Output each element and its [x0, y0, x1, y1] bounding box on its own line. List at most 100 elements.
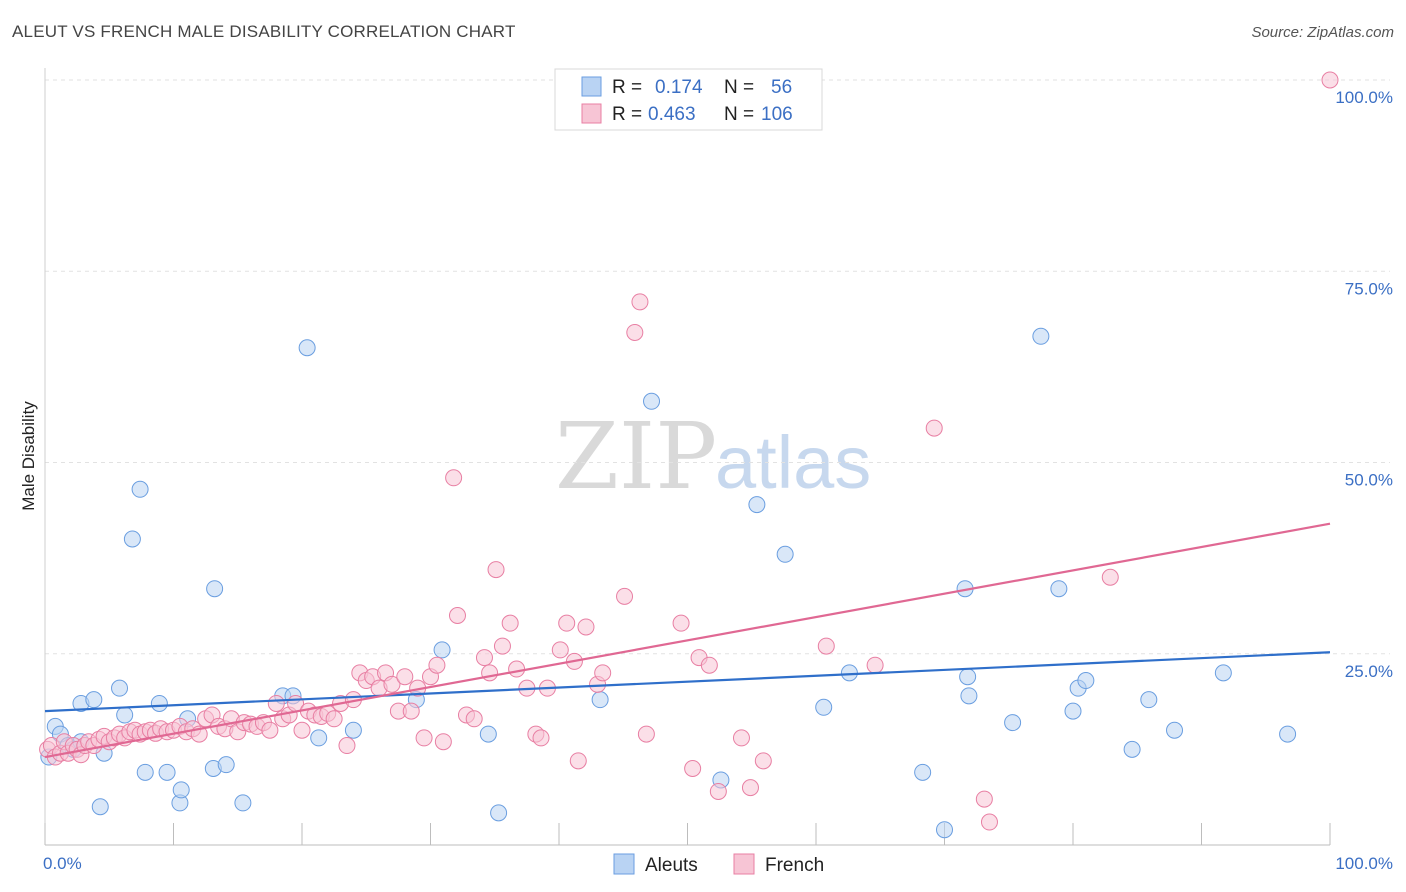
data-point-french: [741, 779, 759, 797]
data-point-french: [261, 721, 279, 739]
trend-line-french: [44, 522, 1331, 759]
data-point-french: [558, 614, 576, 632]
data-point-aleuts: [840, 664, 858, 682]
legend-bottom-label-french: French: [765, 855, 824, 876]
data-point-french: [700, 656, 718, 674]
data-point-aleuts: [936, 821, 953, 839]
data-point-french: [866, 656, 884, 674]
data-point-aleuts: [776, 545, 794, 563]
data-point-aleuts: [310, 729, 328, 747]
legend-r-value-french: 0.463: [648, 104, 696, 125]
data-point-french: [532, 729, 550, 747]
y-tick-labels: 25.0% 50.0% 75.0% 100.0%: [1335, 88, 1393, 681]
data-point-french: [637, 725, 655, 743]
legend-bottom-swatch-aleuts: [613, 853, 635, 875]
data-point-aleuts: [116, 706, 134, 724]
data-point-french: [577, 618, 595, 636]
data-point-french: [396, 668, 414, 686]
data-point-aleuts: [150, 694, 168, 712]
data-point-french: [481, 664, 499, 682]
data-point-aleuts: [914, 763, 932, 781]
legend-r-value-aleuts: 0.174: [655, 77, 703, 98]
data-point-aleuts: [490, 804, 508, 822]
legend-n-value-french: 106: [761, 104, 793, 125]
data-point-aleuts: [136, 763, 154, 781]
legend-swatch-aleuts: [581, 76, 602, 97]
data-point-french: [383, 675, 401, 693]
watermark: ZIP atlas: [555, 403, 871, 510]
data-point-aleuts: [479, 725, 497, 743]
data-point-french: [709, 782, 727, 800]
data-point-french: [569, 752, 587, 770]
data-point-aleuts: [111, 679, 129, 697]
data-point-french: [501, 614, 519, 632]
data-point-aleuts: [172, 781, 190, 799]
data-point-french: [925, 419, 943, 437]
data-point-aleuts: [217, 756, 235, 774]
data-point-aleuts: [85, 691, 103, 709]
legend-r-label-aleuts: R =: [612, 77, 642, 98]
data-point-aleuts: [591, 691, 609, 709]
series-french-points: [39, 71, 1339, 831]
data-point-aleuts: [158, 763, 176, 781]
data-point-aleuts: [131, 480, 149, 498]
x-tick-label: 0.0%: [43, 854, 82, 873]
data-point-aleuts: [1140, 691, 1158, 709]
legend-bottom: Aleuts French: [613, 853, 824, 876]
y-tick-label: 75.0%: [1345, 279, 1393, 298]
data-point-french: [684, 760, 702, 777]
data-point-aleuts: [433, 641, 451, 659]
data-point-aleuts: [1123, 740, 1141, 758]
data-point-french: [1101, 568, 1119, 586]
legend-swatch-french: [581, 103, 602, 124]
data-point-french: [465, 710, 483, 728]
data-point-aleuts: [91, 798, 109, 816]
data-point-french: [980, 813, 998, 831]
data-point-french: [975, 790, 993, 808]
data-point-aleuts: [959, 668, 977, 686]
y-tick-label: 100.0%: [1335, 88, 1393, 107]
data-point-french: [487, 561, 505, 579]
gridlines: [45, 79, 1390, 655]
legend-n-value-aleuts: 56: [771, 77, 792, 98]
y-axis-label: Male Disability: [19, 401, 38, 511]
data-point-aleuts: [815, 698, 833, 716]
data-point-aleuts: [1166, 721, 1184, 739]
data-point-aleuts: [1214, 664, 1232, 682]
y-tick-label: 25.0%: [1345, 662, 1393, 681]
data-point-french: [616, 587, 634, 605]
legend-n-label-aleuts: N =: [724, 77, 754, 98]
x-tick-label: 100.0%: [1335, 854, 1393, 873]
data-point-aleuts: [1004, 714, 1022, 732]
data-point-aleuts: [960, 687, 978, 705]
data-point-french: [325, 710, 343, 728]
data-point-french: [338, 737, 356, 755]
x-tick-labels: 0.0% 100.0%: [43, 854, 1393, 873]
data-point-aleuts: [234, 794, 252, 812]
data-point-french: [626, 323, 644, 341]
data-point-aleuts: [1032, 327, 1050, 345]
source-label: Source: ZipAtlas.com: [1251, 24, 1394, 41]
legend-bottom-swatch-french: [733, 853, 755, 875]
data-point-aleuts: [206, 580, 224, 598]
data-point-aleuts: [344, 721, 362, 739]
data-point-french: [445, 469, 463, 487]
data-point-french: [551, 641, 569, 659]
series-aleuts-points: [40, 327, 1297, 839]
data-point-french: [594, 664, 612, 682]
trend-lines: [44, 522, 1331, 759]
data-point-aleuts: [1077, 672, 1095, 690]
data-point-french: [448, 607, 466, 624]
data-point-french: [817, 637, 835, 655]
data-point-french: [672, 614, 690, 632]
y-tick-label: 50.0%: [1345, 471, 1393, 490]
data-point-french: [402, 702, 420, 720]
data-point-aleuts: [1050, 580, 1068, 598]
data-point-aleuts: [1064, 702, 1082, 720]
data-point-french: [415, 729, 433, 747]
legend-top: R = 0.174 N = 56 R = 0.463 N = 106: [554, 68, 823, 131]
chart-title: ALEUT VS FRENCH MALE DISABILITY CORRELAT…: [12, 22, 516, 41]
data-point-french: [1321, 71, 1339, 89]
legend-r-label-french: R =: [612, 104, 642, 125]
